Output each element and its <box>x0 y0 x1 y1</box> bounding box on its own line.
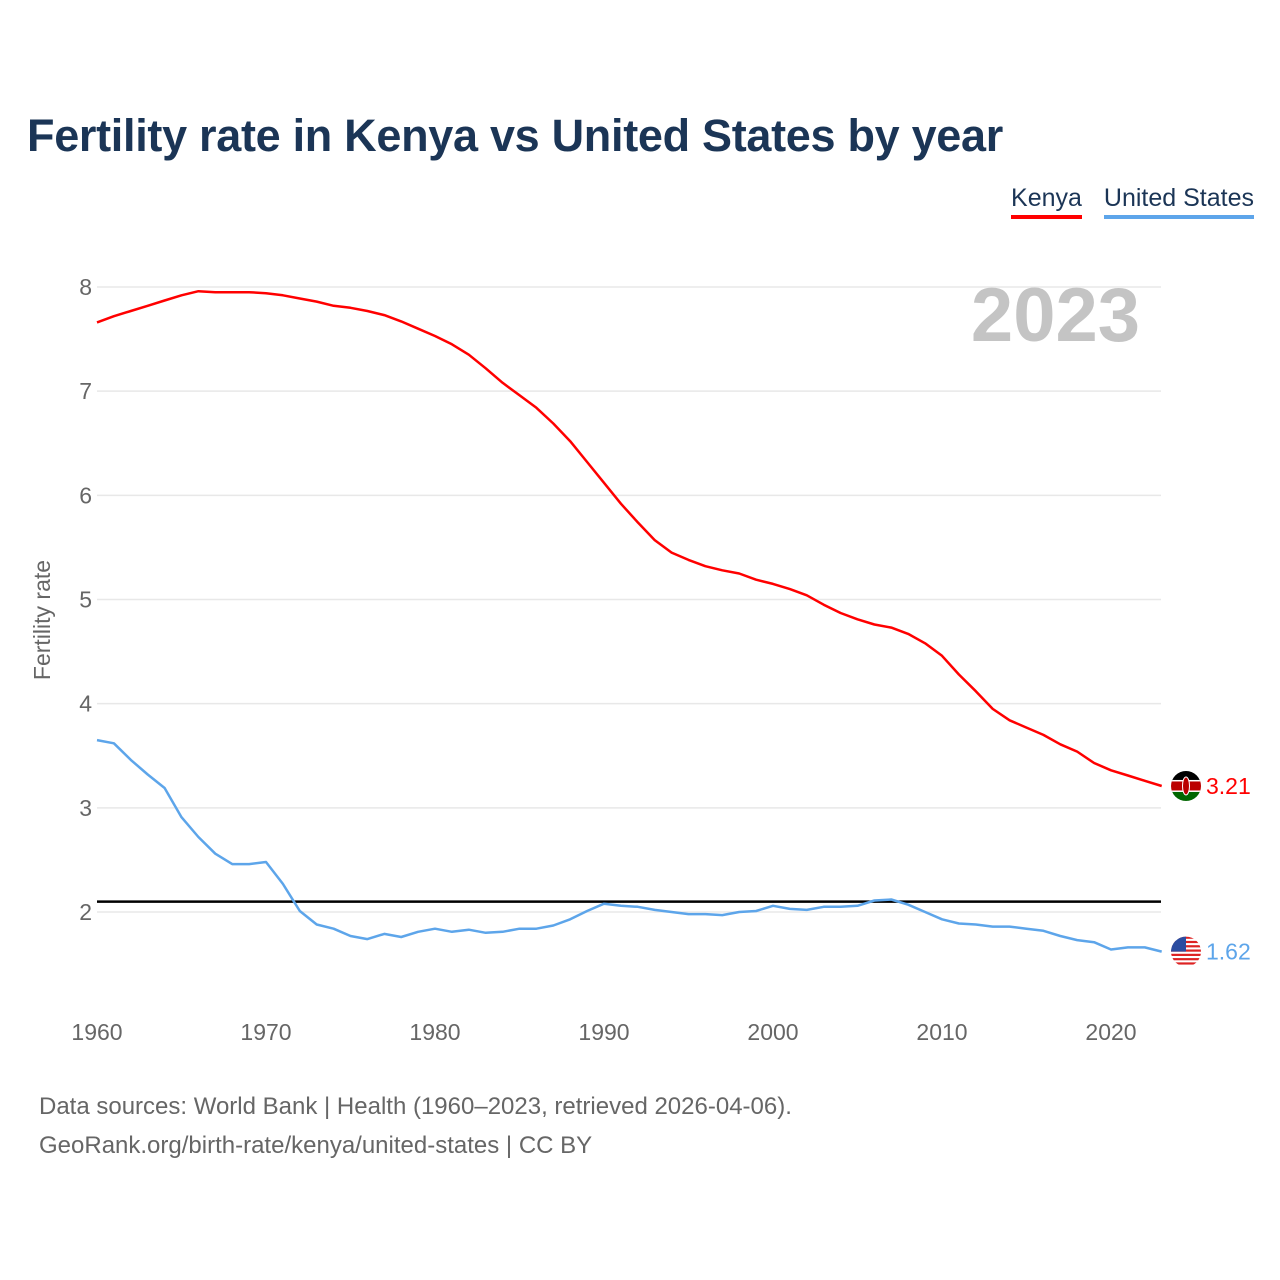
y-tick-label: 5 <box>79 587 92 613</box>
source-link[interactable]: GeoRank.org/birth-rate/kenya/united-stat… <box>39 1132 593 1159</box>
x-tick-label: 2010 <box>916 1019 967 1045</box>
y-tick-label: 7 <box>79 378 92 404</box>
end-value-label-kenya: 3.21 <box>1206 773 1251 799</box>
y-tick-label: 2 <box>79 899 92 925</box>
legend-item-kenya[interactable]: Kenya <box>1011 184 1082 219</box>
x-tick-label: 2000 <box>747 1019 798 1045</box>
series-line-united-states <box>96 738 1163 953</box>
series-line-kenya <box>96 289 1163 788</box>
x-tick-label: 2020 <box>1085 1019 1136 1045</box>
end-value-label-united-states: 1.62 <box>1206 939 1251 965</box>
y-axis-label: Fertility rate <box>29 560 55 680</box>
data-source-text: Data sources: World Bank | Health (1960–… <box>39 1093 792 1120</box>
legend: Kenya United States <box>1011 184 1254 219</box>
y-tick-label: 8 <box>79 274 92 300</box>
footer: Data sources: World Bank | Health (1960–… <box>39 1087 792 1165</box>
year-watermark: 2023 <box>971 273 1140 358</box>
kenya-flag-icon <box>1171 770 1201 801</box>
x-tick-label: 1980 <box>409 1019 460 1045</box>
legend-item-united-states[interactable]: United States <box>1103 184 1254 219</box>
x-tick-label: 1960 <box>71 1019 122 1045</box>
y-tick-label: 3 <box>79 795 92 821</box>
x-tick-label: 1990 <box>578 1019 629 1045</box>
x-tick-label: 1970 <box>240 1019 291 1045</box>
us-flag-icon <box>1171 936 1201 967</box>
chart-title: Fertility rate in Kenya vs United States… <box>27 110 1003 161</box>
y-tick-label: 6 <box>79 482 92 508</box>
y-tick-label: 4 <box>79 691 92 717</box>
